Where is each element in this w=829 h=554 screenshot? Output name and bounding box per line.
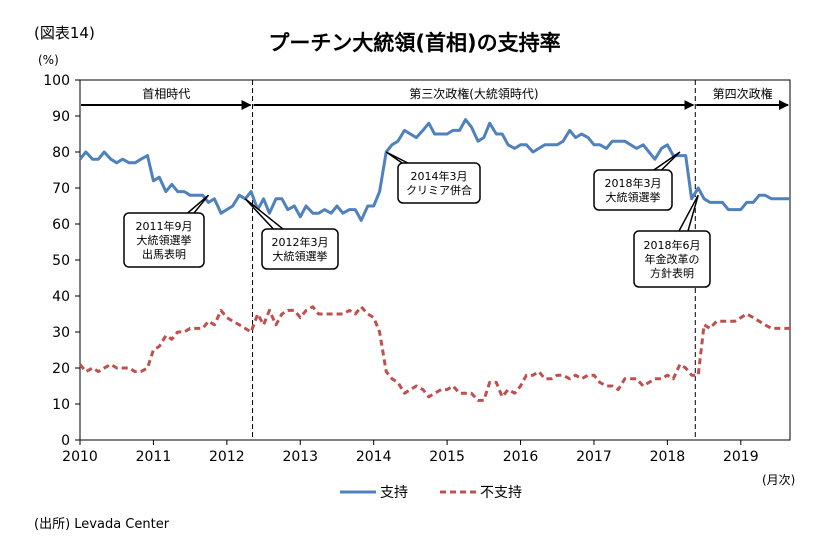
- annotation-box: [123, 212, 205, 268]
- figure-label: (図表14): [34, 24, 95, 42]
- y-tick-label: 50: [52, 253, 70, 269]
- x-tick-label: 2018: [650, 449, 686, 465]
- x-tick-label: 2012: [209, 449, 245, 465]
- annotation-text: 大統領選挙: [273, 249, 328, 263]
- period-bands: 首相時代 第三次政権(大統領時代) 第四次政権: [81, 86, 789, 110]
- y-axis-unit: (%): [38, 53, 59, 67]
- annotation-box: [593, 169, 673, 211]
- legend-label: 不支持: [480, 485, 522, 501]
- annotation-box: [633, 230, 711, 288]
- y-tick-label: 0: [61, 433, 70, 449]
- x-tick-label: 2017: [576, 449, 612, 465]
- annotation-text: 大統領選挙: [606, 190, 661, 204]
- axes: 0 10 20 30 40 50 60 70 80 90 100 2010 2011 2012 2013 20…: [43, 73, 791, 465]
- annotation-text: 大統領選挙: [137, 233, 192, 247]
- series-line-disapprove: [78, 305, 790, 402]
- annotation-text: 年金改革の: [645, 252, 700, 266]
- series-line-support: [78, 118, 790, 222]
- chart-title: プーチン大統領(首相)の支持率: [268, 31, 561, 55]
- y-tick-label: 10: [52, 397, 70, 413]
- data-series: [78, 118, 790, 402]
- annotation-box: [261, 228, 339, 270]
- y-tick-label: 80: [52, 145, 70, 161]
- x-axis-unit: (月次): [762, 473, 795, 487]
- annotation-text: 2011年9月: [136, 219, 193, 233]
- y-tick-label: 100: [43, 73, 70, 89]
- x-tick-label: 2011: [136, 449, 172, 465]
- x-tick-label: 2014: [356, 449, 392, 465]
- annotation-text: 2018年6月: [644, 238, 701, 252]
- annotation-text: 出馬表明: [142, 247, 186, 261]
- legend-label: 支持: [380, 485, 408, 501]
- annotation-text: 2014年3月: [411, 169, 468, 183]
- annotation-text: 方針表明: [650, 266, 694, 280]
- period-label: 第三次政権(大統領時代): [409, 86, 538, 101]
- legend: 支持 不支持: [340, 485, 522, 501]
- x-tick-label: 2016: [503, 449, 539, 465]
- y-tick-label: 90: [52, 109, 70, 125]
- annotation-box: [397, 162, 481, 204]
- period-label: 首相時代: [142, 87, 190, 101]
- source-note: (出所) Levada Center: [34, 517, 170, 532]
- annotation-text: 2018年3月: [605, 176, 662, 190]
- y-tick-label: 30: [52, 325, 70, 341]
- y-tick-label: 20: [52, 361, 70, 377]
- y-tick-label: 60: [52, 217, 70, 233]
- x-tick-label: 2010: [62, 449, 98, 465]
- period-label: 第四次政権: [713, 86, 773, 101]
- x-tick-label: 2013: [282, 449, 318, 465]
- annotation-text: クリミア併合: [406, 183, 472, 197]
- annotation-text: 2012年3月: [272, 235, 329, 249]
- y-tick-label: 40: [52, 289, 70, 305]
- annotations: 2011年9月大統領選挙出馬表明2012年3月大統領選挙2014年3月クリミア併…: [123, 151, 711, 288]
- x-tick-label: 2015: [429, 449, 465, 465]
- y-tick-label: 70: [52, 181, 70, 197]
- x-tick-label: 2019: [723, 449, 759, 465]
